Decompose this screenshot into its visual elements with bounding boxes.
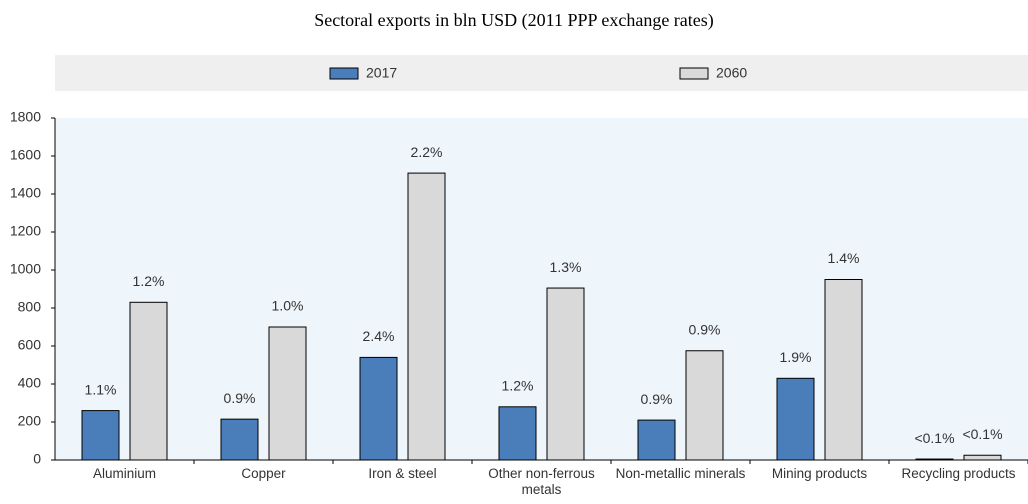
data-label: 1.2%	[133, 273, 165, 289]
bar	[220, 418, 259, 461]
legend-swatch	[329, 67, 359, 80]
plot-area	[55, 118, 1028, 460]
bar	[498, 406, 537, 461]
chart-title: Sectoral exports in bln USD (2011 PPP ex…	[314, 10, 714, 31]
data-label: 0.9%	[641, 391, 673, 407]
bar	[637, 419, 676, 461]
bar	[268, 326, 307, 461]
data-label: <0.1%	[962, 426, 1002, 442]
y-tick-label: 800	[18, 299, 42, 315]
bar	[824, 279, 863, 461]
y-tick-label: 600	[18, 337, 42, 353]
data-label: 1.2%	[502, 378, 534, 394]
x-tick-label: Other non-ferrous metals	[488, 466, 595, 497]
x-tick-label: Iron & steel	[368, 466, 437, 481]
y-tick-label: 0	[33, 451, 41, 467]
x-tick-label: Non-metallic minerals	[615, 466, 746, 481]
data-label: 0.9%	[689, 321, 721, 337]
bar	[685, 350, 724, 461]
y-tick-label: 200	[18, 413, 42, 429]
y-tick-label: 1800	[10, 109, 41, 125]
data-label: 1.9%	[780, 349, 812, 365]
data-label: 1.4%	[828, 250, 860, 266]
data-label: 2.4%	[363, 328, 395, 344]
data-label: 1.1%	[85, 381, 117, 397]
bar	[776, 377, 815, 461]
legend-label: 2017	[366, 65, 397, 81]
data-label: <0.1%	[914, 430, 954, 446]
bar	[546, 287, 585, 461]
x-tick-label: Mining products	[771, 466, 868, 481]
data-label: 0.9%	[224, 390, 256, 406]
data-label: 2.2%	[411, 144, 443, 160]
legend-box	[55, 55, 1028, 91]
x-tick-label: Recycling products	[901, 466, 1016, 481]
y-tick-label: 1200	[10, 223, 41, 239]
bar	[407, 172, 446, 461]
bar	[963, 454, 1002, 461]
bar	[129, 301, 168, 461]
y-tick-label: 400	[18, 375, 42, 391]
y-tick-label: 1600	[10, 147, 41, 163]
bar	[359, 356, 398, 461]
bar	[915, 458, 954, 461]
data-label: 1.3%	[550, 259, 582, 275]
x-tick-label: Aluminium	[92, 466, 157, 481]
y-tick-label: 1000	[10, 261, 41, 277]
x-tick-label: Copper	[241, 466, 286, 481]
y-tick-label: 1400	[10, 185, 41, 201]
legend-label: 2060	[716, 65, 747, 81]
legend-swatch	[679, 67, 709, 80]
bar	[81, 410, 120, 461]
data-label: 1.0%	[272, 298, 304, 314]
